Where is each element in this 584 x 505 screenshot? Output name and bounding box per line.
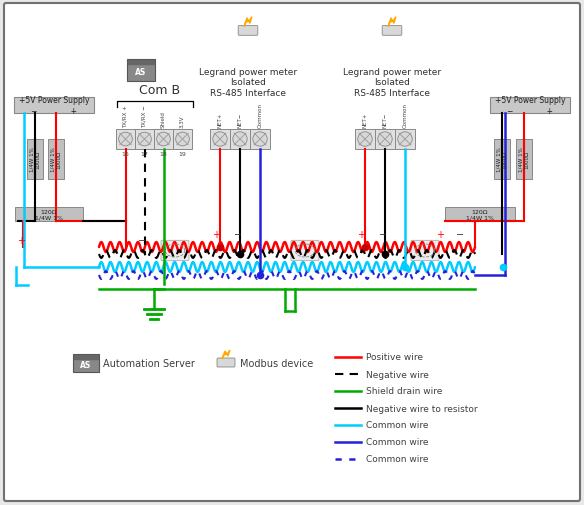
Circle shape	[213, 132, 227, 147]
FancyBboxPatch shape	[516, 140, 532, 180]
Text: Common wire: Common wire	[366, 438, 429, 446]
FancyBboxPatch shape	[4, 4, 580, 501]
Bar	[230, 130, 250, 149]
Circle shape	[119, 133, 133, 146]
FancyBboxPatch shape	[127, 60, 155, 82]
Text: Negative wire to resistor: Negative wire to resistor	[366, 403, 478, 413]
Text: AS: AS	[81, 360, 92, 369]
Text: +: +	[436, 230, 444, 239]
Text: 18: 18	[159, 152, 168, 157]
Bar	[74, 356, 98, 359]
Polygon shape	[244, 18, 252, 28]
Text: Shield: Shield	[161, 111, 166, 128]
Bar	[128, 61, 154, 65]
Polygon shape	[222, 350, 230, 359]
Text: −: −	[456, 230, 464, 239]
Text: Common: Common	[402, 103, 408, 128]
FancyBboxPatch shape	[14, 98, 94, 114]
FancyBboxPatch shape	[494, 140, 510, 180]
Text: Com B: Com B	[140, 83, 180, 96]
Text: TX/RX −: TX/RX −	[142, 105, 147, 128]
Text: Common: Common	[258, 103, 262, 128]
Circle shape	[138, 133, 151, 146]
Text: 1/4W 1%
1000Ω: 1/4W 1% 1000Ω	[51, 147, 61, 172]
FancyBboxPatch shape	[15, 208, 83, 222]
Text: −: −	[234, 230, 242, 239]
Text: 1/4W 1%
1000Ω: 1/4W 1% 1000Ω	[496, 147, 507, 172]
Text: +5V Power Supply
−              +: +5V Power Supply − +	[495, 96, 565, 116]
Text: +5V Power Supply
−              +: +5V Power Supply − +	[19, 96, 89, 116]
Bar	[210, 130, 230, 149]
Circle shape	[233, 132, 247, 147]
Text: 17: 17	[141, 152, 148, 157]
Text: Negative wire: Negative wire	[366, 370, 429, 379]
Text: Common wire: Common wire	[366, 454, 429, 464]
FancyBboxPatch shape	[382, 27, 402, 36]
Text: 120Ω
1/4W 1%: 120Ω 1/4W 1%	[35, 209, 63, 220]
Text: −: −	[138, 235, 147, 245]
Bar	[375, 130, 395, 149]
Text: Legrand power meter
Isolated
RS-485 Interface: Legrand power meter Isolated RS-485 Inte…	[343, 68, 441, 97]
Text: 16: 16	[121, 152, 130, 157]
Text: NET+: NET+	[363, 112, 367, 128]
FancyBboxPatch shape	[73, 355, 99, 372]
FancyBboxPatch shape	[291, 241, 319, 261]
Bar	[173, 130, 192, 149]
FancyBboxPatch shape	[238, 27, 258, 36]
Text: 120Ω
1/4W 1%: 120Ω 1/4W 1%	[466, 209, 494, 220]
Circle shape	[253, 132, 267, 147]
Text: 19: 19	[179, 152, 186, 157]
Text: Modbus device: Modbus device	[240, 358, 313, 368]
Circle shape	[398, 132, 412, 147]
FancyBboxPatch shape	[445, 208, 515, 222]
Text: NET+: NET+	[217, 112, 223, 128]
Bar	[355, 130, 375, 149]
Text: NET−: NET−	[238, 113, 242, 128]
Circle shape	[176, 133, 189, 146]
Text: Legrand power meter
Isolated
RS-485 Interface: Legrand power meter Isolated RS-485 Inte…	[199, 68, 297, 97]
Bar	[395, 130, 415, 149]
Bar	[154, 130, 173, 149]
Text: Positive wire: Positive wire	[366, 353, 423, 362]
Text: TX/RX +: TX/RX +	[123, 105, 128, 128]
Bar	[250, 130, 270, 149]
Text: Automation Server: Automation Server	[103, 358, 195, 368]
Text: 1/4W 1%
1000Ω: 1/4W 1% 1000Ω	[30, 147, 40, 172]
FancyBboxPatch shape	[27, 140, 43, 180]
FancyBboxPatch shape	[490, 98, 570, 114]
Bar	[116, 130, 135, 149]
Text: AS: AS	[135, 67, 147, 76]
Text: −: −	[379, 230, 387, 239]
Text: 3.3V: 3.3V	[180, 115, 185, 128]
Text: +: +	[212, 230, 220, 239]
Bar	[135, 130, 154, 149]
Text: Common wire: Common wire	[366, 421, 429, 430]
Text: +: +	[18, 235, 25, 245]
Text: NET−: NET−	[383, 113, 388, 128]
Text: Shield drain wire: Shield drain wire	[366, 387, 442, 396]
Circle shape	[378, 132, 392, 147]
FancyBboxPatch shape	[48, 140, 64, 180]
Polygon shape	[388, 18, 396, 28]
Circle shape	[157, 133, 171, 146]
FancyBboxPatch shape	[217, 358, 235, 367]
Text: +: +	[357, 230, 365, 239]
FancyBboxPatch shape	[161, 241, 189, 261]
Circle shape	[358, 132, 372, 147]
FancyBboxPatch shape	[411, 241, 439, 261]
Text: 1/4W 1%
1000Ω: 1/4W 1% 1000Ω	[519, 147, 530, 172]
